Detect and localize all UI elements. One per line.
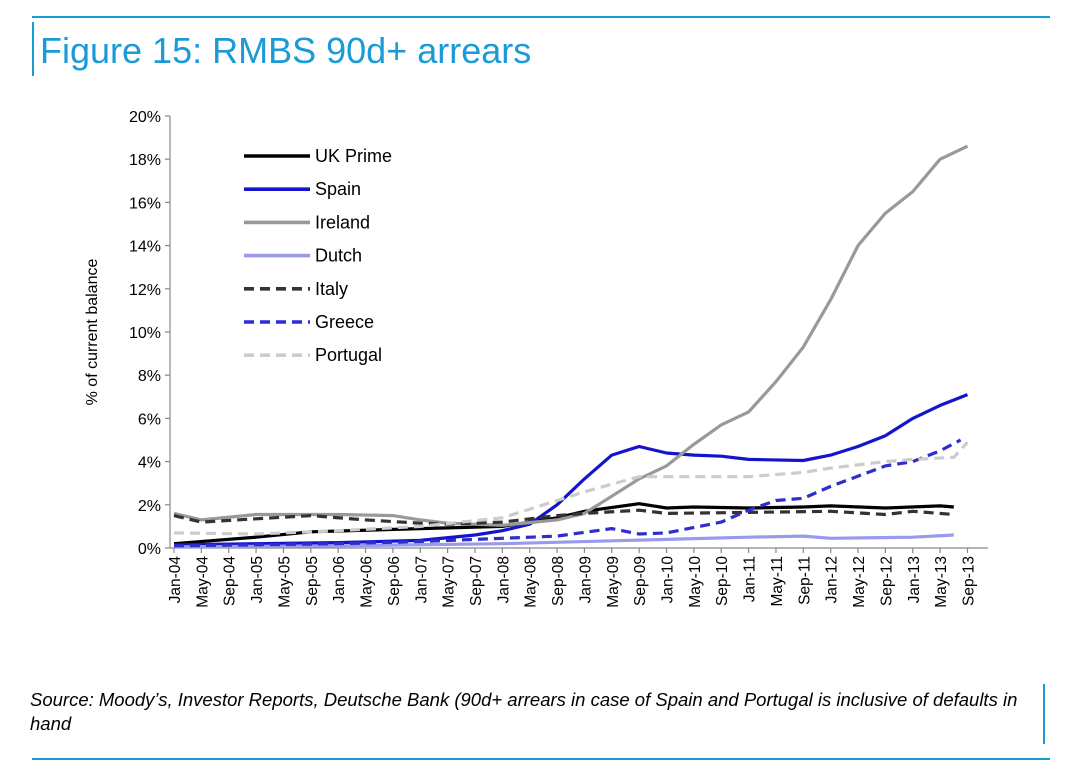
y-tick-label: 10% <box>129 325 161 342</box>
x-tick-label: Sep-06 <box>386 556 403 606</box>
series-line-uk-prime <box>173 502 954 546</box>
x-tick-label: Jan-08 <box>495 556 512 603</box>
x-tick-label: Sep-04 <box>222 556 239 606</box>
bottom-rule <box>32 758 1050 760</box>
x-tick-label: Sep-12 <box>878 556 895 606</box>
y-tick-label: 6% <box>138 411 161 428</box>
series-line-dutch <box>173 533 954 549</box>
line-chart: 0% 2% 4% 6% 8% 10% 12% 14% 16% 18% 20% % of current… <box>84 109 988 608</box>
x-tick-label: Jan-11 <box>742 556 759 602</box>
series-line-greece <box>173 438 962 548</box>
x-tick-label: Jan-06 <box>331 556 348 603</box>
y-tick-label: 20% <box>129 109 161 126</box>
x-tick-label: Jan-12 <box>824 556 841 603</box>
series-line-portugal <box>173 441 969 536</box>
y-tick-label: 2% <box>138 498 161 515</box>
y-tick-label: 8% <box>138 368 161 385</box>
y-tick-label: 4% <box>138 455 161 472</box>
legend-label: Greece <box>315 312 374 332</box>
x-tick-label: May-08 <box>523 556 540 608</box>
series-line-italy <box>173 508 954 526</box>
top-rule <box>32 16 1050 18</box>
x-tick-label: Sep-11 <box>796 556 813 605</box>
y-tick-label: 14% <box>129 239 161 256</box>
x-tick-label: Jan-10 <box>660 556 677 604</box>
legend-label: UK Prime <box>315 146 392 166</box>
x-tick-label: Sep-08 <box>550 556 567 606</box>
y-tick-label: 0% <box>138 541 161 558</box>
x-tick-label: May-04 <box>194 556 211 608</box>
x-tick-label: Sep-05 <box>304 556 321 606</box>
x-tick-label: May-07 <box>441 556 458 608</box>
y-tick-label: 18% <box>129 152 161 169</box>
x-tick-label: May-10 <box>687 556 704 608</box>
series-line-spain <box>173 393 969 547</box>
x-tick-label: May-12 <box>851 556 868 608</box>
x-tick-label: May-09 <box>605 556 622 608</box>
y-axis-label: % of current balance <box>84 259 101 406</box>
x-tick-label: Sep-10 <box>714 556 731 606</box>
legend-label: Portugal <box>315 345 382 365</box>
x-tick-label: Jan-05 <box>249 556 266 603</box>
x-tick-label: Jan-09 <box>577 556 594 603</box>
y-tick-label: 12% <box>129 282 161 299</box>
legend-label: Spain <box>315 179 361 199</box>
x-tick-label: Sep-07 <box>468 556 485 606</box>
x-tick-label: May-13 <box>933 556 950 608</box>
source-note: Source: Moody’s, Investor Reports, Deuts… <box>30 689 1018 734</box>
y-tick-label: 16% <box>129 195 161 212</box>
legend-label: Italy <box>315 279 348 299</box>
series-line-ireland <box>173 144 969 527</box>
x-tick-label: May-11 <box>769 556 786 607</box>
x-tick-label: Jan-04 <box>167 556 184 604</box>
figure-title: Figure 15: RMBS 90d+ arrears <box>40 30 532 71</box>
x-tick-label: May-06 <box>359 556 376 608</box>
x-tick-label: Sep-13 <box>960 556 977 606</box>
title-accent-bar <box>32 22 34 76</box>
x-tick-label: May-05 <box>276 556 293 608</box>
legend-label: Ireland <box>315 212 370 232</box>
x-tick-label: Jan-13 <box>906 556 923 603</box>
footer-accent-bar <box>1043 684 1045 744</box>
legend-label: Dutch <box>315 246 362 266</box>
x-tick-label: Jan-07 <box>413 556 430 603</box>
x-tick-label: Sep-09 <box>632 556 649 606</box>
